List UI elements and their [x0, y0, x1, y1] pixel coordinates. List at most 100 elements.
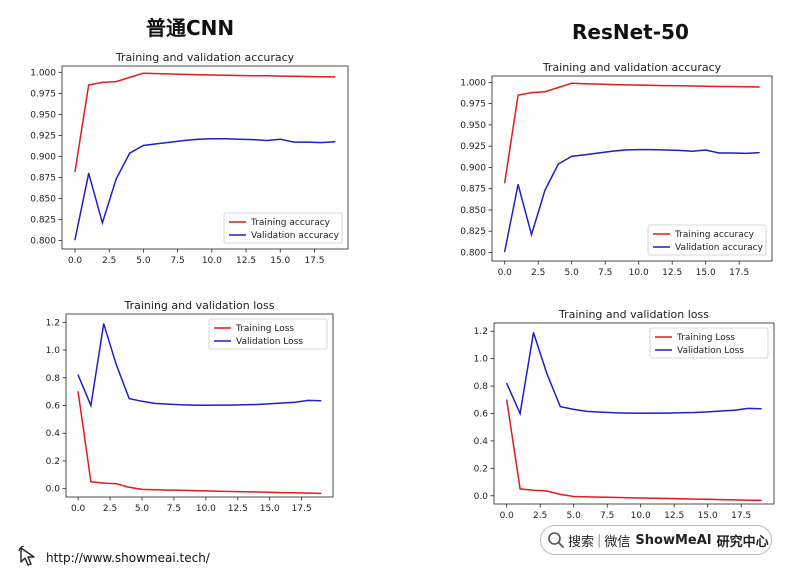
- y-tick-label: 1.2: [474, 327, 488, 337]
- data-point: [115, 80, 117, 83]
- data-point: [197, 138, 199, 140]
- data-point: [77, 374, 79, 376]
- y-tick-label: 0.875: [460, 185, 486, 195]
- data-point: [166, 489, 169, 491]
- data-point: [179, 489, 181, 491]
- x-tick-label: 5.0: [567, 511, 582, 521]
- y-tick-label: 0.800: [460, 248, 486, 258]
- data-point: [586, 410, 588, 413]
- data-point: [557, 163, 559, 165]
- data-point: [224, 138, 227, 140]
- data-point: [517, 94, 519, 96]
- x-tick-label: 5.0: [565, 268, 580, 278]
- series-line-validation: [74, 138, 336, 240]
- legend-label: Training accuracy: [674, 230, 755, 240]
- x-tick-label: 2.5: [103, 504, 117, 514]
- data-point: [265, 75, 268, 77]
- x-tick-label: 0.0: [498, 268, 513, 278]
- data-point: [624, 149, 626, 151]
- data-point: [584, 154, 586, 156]
- data-point: [88, 172, 90, 174]
- y-tick-label: 0.8: [474, 382, 489, 392]
- data-point: [238, 138, 240, 140]
- brand-suffix: 研究中心: [716, 534, 769, 550]
- data-point: [230, 490, 233, 493]
- data-point: [745, 86, 747, 88]
- data-point: [532, 489, 535, 491]
- data-point: [256, 491, 258, 493]
- x-tick-label: 17.5: [731, 511, 751, 521]
- data-point: [745, 152, 747, 155]
- series-line-training: [74, 72, 336, 172]
- data-point: [243, 404, 245, 406]
- y-tick-label: 0.975: [30, 89, 56, 99]
- data-point: [128, 486, 130, 488]
- y-tick-label: 1.000: [460, 78, 486, 88]
- data-point: [88, 84, 90, 86]
- data-point: [731, 86, 734, 88]
- data-point: [666, 412, 669, 414]
- data-point: [599, 496, 602, 498]
- data-point: [731, 152, 734, 154]
- data-point: [638, 84, 640, 86]
- data-point: [691, 150, 693, 152]
- data-point: [626, 497, 628, 499]
- chart-title: Training and validation accuracy: [542, 61, 722, 74]
- data-point: [115, 178, 117, 180]
- data-point: [281, 402, 284, 404]
- legend-label: Validation accuracy: [251, 231, 340, 241]
- y-tick-label: 0.950: [30, 110, 56, 120]
- y-tick-label: 0.4: [46, 429, 61, 439]
- legend-label: Training accuracy: [250, 218, 331, 228]
- y-tick-label: 0.2: [474, 464, 488, 474]
- data-point: [705, 149, 707, 151]
- data-point: [653, 412, 655, 414]
- data-point: [90, 404, 92, 407]
- data-point: [293, 75, 295, 77]
- data-point: [504, 182, 506, 184]
- y-tick-label: 0.2: [46, 457, 60, 467]
- data-point: [252, 75, 254, 77]
- heading-resnet: ResNet-50: [572, 20, 689, 44]
- data-point: [307, 399, 309, 401]
- x-tick-label: 7.5: [598, 268, 612, 278]
- data-point: [559, 493, 561, 496]
- y-tick-label: 1.2: [46, 318, 60, 328]
- data-point: [142, 144, 145, 147]
- data-point: [256, 403, 258, 406]
- data-point: [530, 234, 533, 236]
- data-point: [128, 397, 130, 400]
- legend-label: Validation accuracy: [675, 243, 764, 253]
- data-point: [115, 483, 118, 485]
- x-tick-label: 5.0: [135, 504, 150, 514]
- data-point: [691, 85, 693, 87]
- data-point: [613, 496, 615, 499]
- data-point: [626, 412, 628, 414]
- data-point: [651, 84, 653, 86]
- chart-resnet-accuracy: Training and validation accuracy 0.0 2.5 5.…: [460, 61, 773, 278]
- data-point: [571, 155, 573, 157]
- data-point: [573, 408, 575, 410]
- data-point: [129, 76, 131, 78]
- data-point: [638, 148, 640, 151]
- footer-url[interactable]: http://www.showmeai.tech/: [46, 551, 210, 565]
- x-tick-label: 15.0: [696, 268, 716, 278]
- chart-title: Training and validation loss: [124, 299, 275, 312]
- data-point: [74, 239, 76, 241]
- x-tick-label: 12.5: [662, 268, 682, 278]
- data-point: [653, 497, 655, 499]
- data-point: [320, 400, 322, 402]
- data-point: [307, 75, 309, 78]
- x-tick-label: 10.0: [202, 256, 222, 266]
- data-point: [720, 499, 722, 501]
- x-tick-label: 2.5: [102, 256, 116, 266]
- x-tick-label: 7.5: [600, 511, 614, 521]
- data-point: [218, 490, 220, 492]
- cursor-icon: [18, 546, 35, 566]
- x-tick-label: 17.5: [729, 268, 749, 278]
- x-tick-label: 7.5: [170, 256, 184, 266]
- y-tick-label: 0.825: [30, 216, 56, 226]
- data-point: [170, 141, 172, 143]
- data-point: [183, 73, 186, 76]
- data-point: [281, 491, 284, 494]
